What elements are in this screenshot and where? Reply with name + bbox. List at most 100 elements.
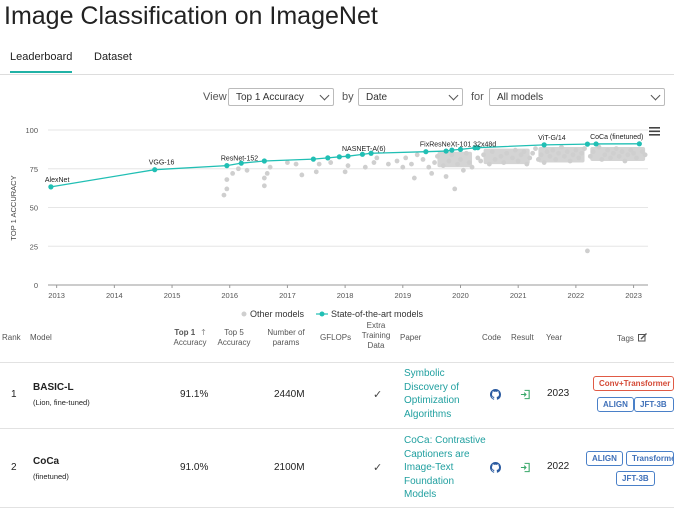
top1-cell: 91.1% bbox=[180, 389, 209, 400]
other-model-point bbox=[463, 150, 469, 156]
other-model-point bbox=[400, 164, 406, 170]
other-model-point bbox=[634, 155, 639, 161]
y-tick-label: 100 bbox=[25, 126, 38, 135]
model-name[interactable]: BASIC-L bbox=[33, 382, 74, 393]
other-model-point bbox=[535, 157, 541, 162]
header-rank: Rank bbox=[2, 333, 21, 342]
tag-conv-transformer[interactable]: Conv+Transformer bbox=[593, 376, 674, 391]
menu-icon[interactable] bbox=[649, 127, 660, 136]
legend-sota-marker bbox=[319, 311, 325, 317]
result-icon[interactable] bbox=[520, 389, 531, 400]
header-extra-data[interactable]: Extra Training Data bbox=[358, 321, 394, 351]
other-model-point bbox=[544, 149, 550, 155]
other-model-point bbox=[455, 161, 461, 167]
other-model-point bbox=[521, 149, 527, 155]
paper-line: Optimization bbox=[404, 395, 460, 406]
table-divider bbox=[0, 362, 674, 363]
other-model-point bbox=[299, 172, 305, 178]
sota-point bbox=[636, 141, 642, 147]
x-tick-label: 2021 bbox=[510, 291, 527, 300]
params-cell: 2100M bbox=[274, 462, 305, 473]
other-model-point bbox=[385, 161, 391, 167]
sota-point bbox=[325, 155, 331, 161]
other-model-point bbox=[538, 152, 544, 158]
paper-link[interactable]: CoCa: Contrastive Captioners are Image-T… bbox=[404, 434, 486, 502]
chevron-down-icon bbox=[650, 90, 661, 101]
other-model-point bbox=[414, 152, 420, 158]
other-model-point bbox=[235, 166, 241, 172]
header-top5[interactable]: Top 5 Accuracy bbox=[216, 328, 252, 348]
model-name[interactable]: CoCa bbox=[33, 456, 60, 467]
github-icon[interactable] bbox=[490, 462, 501, 473]
header-tags-label: Tags bbox=[617, 334, 634, 343]
other-model-point bbox=[371, 160, 377, 165]
chart-filters: View Top 1 Accuracy by Date for All mode… bbox=[0, 88, 674, 108]
tag-transformer[interactable]: Transformer bbox=[626, 451, 674, 466]
header-top5-line2: Accuracy bbox=[217, 338, 251, 347]
other-model-point bbox=[556, 150, 561, 156]
other-model-point bbox=[409, 161, 414, 167]
sota-point bbox=[449, 147, 455, 153]
tag-align[interactable]: ALIGN bbox=[597, 397, 634, 412]
other-model-point bbox=[608, 155, 613, 161]
github-icon[interactable] bbox=[490, 389, 501, 400]
other-model-point bbox=[261, 175, 267, 181]
paper-link[interactable]: Symbolic Discovery of Optimization Algor… bbox=[404, 367, 460, 421]
header-params[interactable]: Number of params bbox=[264, 328, 308, 348]
paper-line: Captioners are bbox=[404, 448, 470, 460]
other-model-point bbox=[530, 150, 536, 156]
tag-align[interactable]: ALIGN bbox=[586, 451, 623, 466]
tag-jft-3b[interactable]: JFT-3B bbox=[616, 471, 655, 486]
y-axis-label: TOP 1 ACCURACY bbox=[9, 175, 18, 240]
other-model-point bbox=[622, 158, 628, 164]
header-top1[interactable]: Top 1 🡑 Accuracy bbox=[172, 328, 208, 348]
other-model-point bbox=[432, 160, 437, 165]
other-model-point bbox=[576, 155, 582, 161]
tab-leaderboard[interactable]: Leaderboard bbox=[10, 51, 73, 73]
other-model-point bbox=[481, 152, 486, 158]
paper-line: Algorithms bbox=[404, 408, 452, 420]
header-gflops[interactable]: GFLOPs bbox=[320, 333, 352, 342]
model-subtitle: (finetuned) bbox=[33, 472, 69, 481]
paper-line: Symbolic bbox=[404, 368, 445, 379]
other-model-point bbox=[599, 157, 605, 162]
other-model-point bbox=[585, 248, 590, 254]
x-tick-label: 2022 bbox=[568, 291, 585, 300]
view-select[interactable]: Top 1 Accuracy bbox=[228, 88, 334, 106]
other-model-point bbox=[313, 169, 319, 175]
view-label: View bbox=[203, 91, 227, 103]
extra-data-check: ✓ bbox=[373, 462, 383, 474]
other-model-point bbox=[501, 160, 507, 165]
for-select[interactable]: All models bbox=[489, 88, 665, 106]
other-model-point bbox=[582, 146, 587, 151]
by-select[interactable]: Date bbox=[358, 88, 463, 106]
x-tick-label: 2014 bbox=[106, 291, 123, 300]
other-model-point bbox=[469, 164, 475, 170]
header-paper: Paper bbox=[400, 333, 422, 342]
other-model-point bbox=[541, 160, 547, 165]
legend-other-label: Other models bbox=[250, 309, 305, 319]
rank-cell: 1 bbox=[11, 389, 17, 400]
other-model-point bbox=[362, 164, 368, 170]
result-icon[interactable] bbox=[520, 462, 531, 473]
other-model-point bbox=[475, 155, 481, 161]
sota-point bbox=[238, 160, 244, 166]
top1-cell: 91.0% bbox=[180, 462, 209, 473]
header-code: Code bbox=[482, 333, 502, 342]
sota-model-label: CoCa (finetuned) bbox=[590, 134, 643, 141]
tab-dataset[interactable]: Dataset bbox=[94, 51, 132, 63]
edit-icon[interactable] bbox=[638, 333, 648, 342]
paper-line: Discovery of bbox=[404, 381, 460, 393]
rank-cell: 2 bbox=[11, 462, 17, 473]
for-label: for bbox=[471, 91, 484, 103]
other-model-point bbox=[230, 171, 236, 176]
y-tick-label: 50 bbox=[30, 204, 38, 213]
sota-model-label: AlexNet bbox=[45, 177, 70, 184]
other-model-point bbox=[570, 152, 576, 158]
other-model-point bbox=[345, 163, 351, 169]
tag-jft-3b[interactable]: JFT-3B bbox=[634, 397, 674, 412]
header-year[interactable]: Year bbox=[546, 333, 563, 342]
sota-point bbox=[368, 150, 374, 156]
other-model-point bbox=[449, 152, 455, 158]
other-model-point bbox=[458, 157, 463, 162]
